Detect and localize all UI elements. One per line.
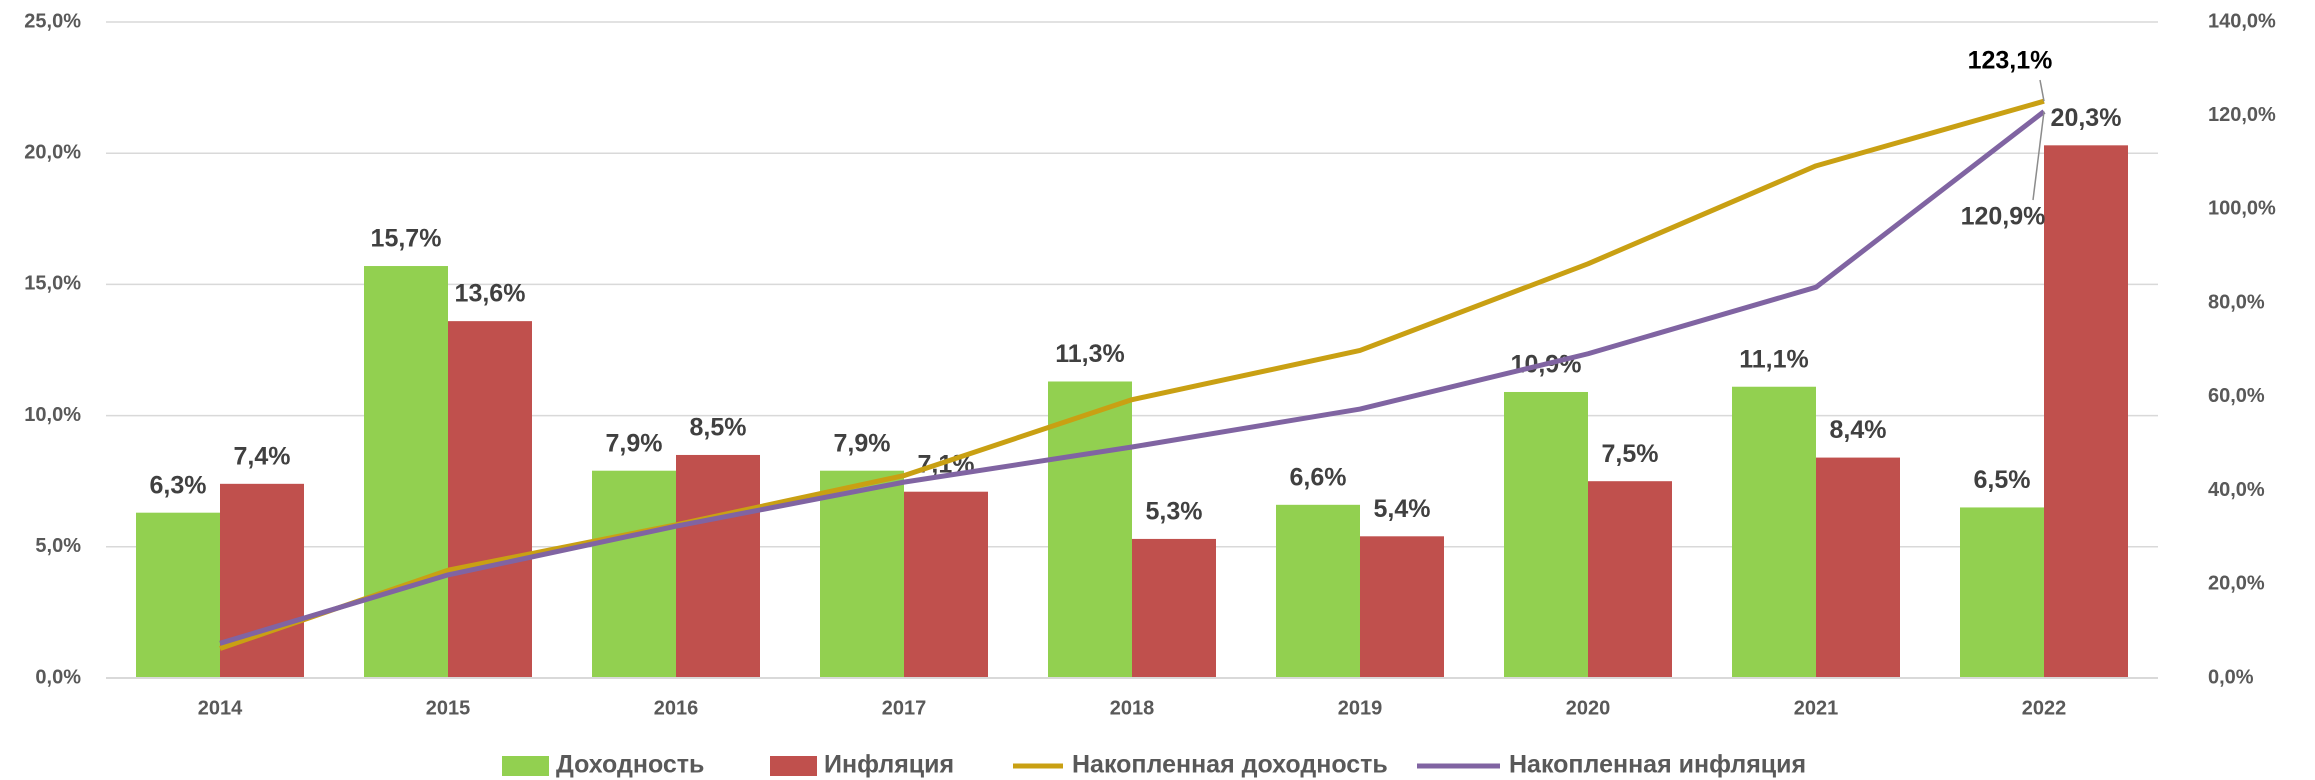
bar xyxy=(1360,536,1444,678)
data-label: 5,4% xyxy=(1374,495,1431,523)
data-label: 123,1% xyxy=(1968,47,2053,75)
data-label: 7,4% xyxy=(234,442,291,470)
bar xyxy=(364,266,448,678)
data-label: 13,6% xyxy=(455,280,526,308)
x-tick-label: 2015 xyxy=(426,697,471,719)
legend-swatch xyxy=(502,756,549,776)
bar xyxy=(1276,504,1360,678)
bar xyxy=(820,470,904,678)
x-tick-label: 2014 xyxy=(198,697,243,719)
x-tick-label: 2020 xyxy=(1566,697,1611,719)
y2-tick-label: 120,0% xyxy=(2208,104,2276,126)
bar xyxy=(1588,481,1672,678)
data-label: 6,5% xyxy=(1974,466,2031,494)
y-tick-label: 20,0% xyxy=(24,141,81,163)
bar xyxy=(1132,538,1216,678)
y-tick-label: 25,0% xyxy=(24,10,81,32)
y2-tick-label: 140,0% xyxy=(2208,10,2276,32)
x-tick-label: 2021 xyxy=(1794,697,1839,719)
data-label: 7,9% xyxy=(606,429,663,457)
data-label: 120,9% xyxy=(1961,203,2046,231)
y2-tick-label: 80,0% xyxy=(2208,291,2265,313)
x-tick-label: 2016 xyxy=(654,697,699,719)
data-label: 8,5% xyxy=(690,414,747,442)
y-tick-label: 0,0% xyxy=(35,666,81,688)
data-label: 7,5% xyxy=(1602,440,1659,468)
x-tick-label: 2019 xyxy=(1338,697,1383,719)
y2-tick-label: 100,0% xyxy=(2208,198,2276,220)
data-label: 15,7% xyxy=(371,225,442,253)
bar xyxy=(1960,507,2044,678)
bar xyxy=(2044,145,2128,678)
legend-swatch xyxy=(770,756,817,776)
line xyxy=(219,98,2045,651)
bar xyxy=(904,491,988,678)
bar xyxy=(592,470,676,678)
y-tick-label: 15,0% xyxy=(24,273,81,295)
data-label: 6,3% xyxy=(150,471,207,499)
y2-tick-label: 60,0% xyxy=(2208,385,2265,407)
y-tick-label: 10,0% xyxy=(24,404,81,426)
leader-line xyxy=(2032,111,2045,201)
bar xyxy=(1816,457,1900,678)
data-label: 11,1% xyxy=(1739,345,1809,373)
data-label: 5,3% xyxy=(1146,498,1203,526)
bar xyxy=(1732,386,1816,678)
bar xyxy=(220,483,304,678)
legend-label: Доходность xyxy=(556,751,704,779)
bar xyxy=(1048,381,1132,678)
x-tick-label: 2018 xyxy=(1110,697,1155,719)
bar xyxy=(136,512,220,678)
leader-line xyxy=(2039,79,2045,102)
data-label: 20,3% xyxy=(2051,104,2122,132)
y2-tick-label: 0,0% xyxy=(2208,666,2254,688)
x-tick-label: 2022 xyxy=(2022,697,2067,719)
data-label: 8,4% xyxy=(1830,416,1887,444)
y-tick-label: 5,0% xyxy=(35,535,81,557)
legend-label: Накопленная инфляция xyxy=(1509,751,1806,779)
x-tick-label: 2017 xyxy=(882,697,927,719)
legend-label: Инфляция xyxy=(824,751,954,779)
line xyxy=(219,109,2046,646)
bar xyxy=(448,321,532,678)
legend-label: Накопленная доходность xyxy=(1072,751,1388,779)
data-label: 7,9% xyxy=(834,429,891,457)
bar xyxy=(676,454,760,678)
data-label: 6,6% xyxy=(1290,463,1347,491)
y2-tick-label: 40,0% xyxy=(2208,479,2265,501)
bar xyxy=(1504,391,1588,678)
data-label: 11,3% xyxy=(1055,340,1125,368)
y2-tick-label: 20,0% xyxy=(2208,573,2265,595)
